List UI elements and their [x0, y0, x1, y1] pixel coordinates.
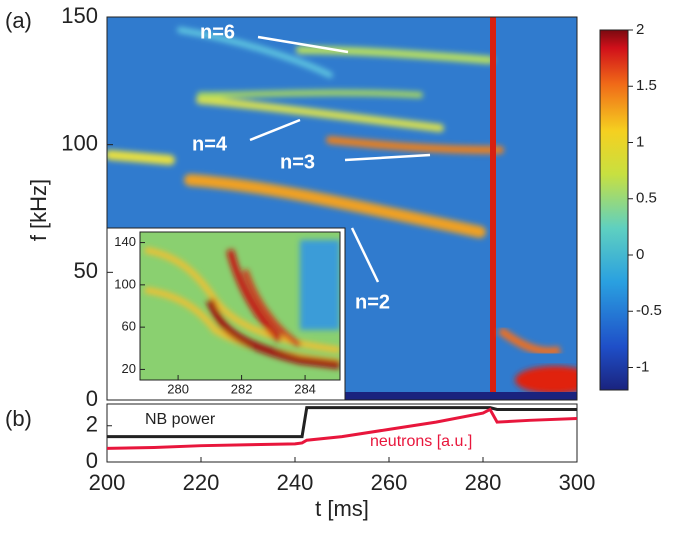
annotation: n=6: [200, 21, 235, 43]
colorbar-tick-label: 0.5: [636, 190, 657, 207]
y-tick-label: 100: [61, 130, 98, 155]
x-tick-label: 280: [465, 470, 502, 495]
x-tick-label: 200: [89, 470, 126, 495]
annotation: n=3: [280, 151, 315, 173]
colorbar-tick-label: 2: [636, 21, 644, 38]
line-series: [106, 407, 578, 450]
annotation-pointers: [249, 35, 431, 283]
x-tick-label: 220: [183, 470, 220, 495]
line-series: [107, 406, 577, 439]
inset-plot-frame: [139, 231, 341, 381]
panel-label: (a): [5, 8, 32, 33]
inset-spectrogram: [140, 232, 340, 380]
y-tick-label: 0: [86, 448, 98, 473]
colorbar-tick-label: -1: [636, 358, 649, 375]
x-axis-label: t [ms]: [315, 496, 369, 521]
colorbar-tick-label: -0.5: [636, 302, 662, 319]
x-tick-label: 282: [231, 381, 253, 396]
x-tick-label: 300: [559, 470, 596, 495]
x-tick-label: 260: [371, 470, 408, 495]
colorbar-tick-label: 1.5: [636, 77, 657, 94]
y-tick-label: 140: [114, 234, 136, 249]
x-tick-label: 280: [167, 381, 189, 396]
colorbar: [599, 29, 629, 391]
colorbar-tick-label: 1: [636, 133, 644, 150]
colorbar-tick-label: 0: [636, 246, 644, 263]
x-tick-label: 284: [294, 381, 316, 396]
y-tick-label: 100: [114, 276, 136, 291]
series-label: NB power: [145, 411, 216, 428]
panel-label: (b): [5, 406, 32, 431]
y-tick-label: 2: [86, 412, 98, 437]
y-tick-label: 150: [61, 3, 98, 28]
annotation: n=4: [192, 133, 228, 155]
y-tick-label: 0: [86, 386, 98, 411]
plot-frame: [106, 403, 578, 463]
annotation: n=2: [355, 291, 390, 313]
series-label: neutrons [a.u.]: [370, 433, 472, 450]
x-tick-label: 240: [277, 470, 314, 495]
y-tick-label: 60: [122, 319, 136, 334]
y-tick-label: 50: [74, 258, 98, 283]
y-axis-label: f [kHz]: [26, 179, 51, 241]
y-tick-label: 20: [122, 361, 136, 376]
